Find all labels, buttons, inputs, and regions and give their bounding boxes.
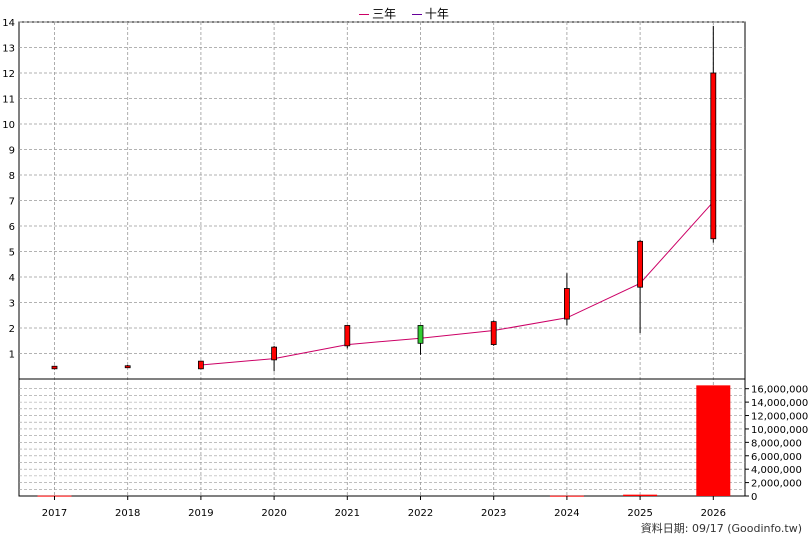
volume-tick-label: 12,000,000	[751, 412, 808, 423]
x-tick-label: 2017	[42, 508, 67, 519]
volume-tick-label: 0	[751, 492, 757, 503]
legend-swatch-10yr	[411, 14, 422, 15]
legend-item-3yr: 三年	[359, 5, 396, 22]
price-tick-label: 5	[9, 248, 15, 259]
volume-tick-label: 16,000,000	[751, 385, 808, 396]
series-line-3yr	[200, 201, 714, 366]
price-tick-label: 14	[2, 18, 15, 29]
volume-tick-label: 14,000,000	[751, 398, 808, 409]
candle-body	[490, 321, 497, 345]
price-tick-label: 8	[9, 171, 15, 182]
volume-bar	[696, 385, 731, 496]
x-tick-label: 2018	[115, 508, 140, 519]
x-tick-label: 2026	[701, 508, 726, 519]
price-tick-label: 3	[9, 299, 15, 310]
price-tick-label: 6	[9, 222, 15, 233]
price-tick-label: 12	[2, 69, 15, 80]
candle-body	[637, 240, 643, 288]
legend-swatch-3yr	[359, 14, 370, 15]
candle-body	[197, 360, 204, 370]
legend-item-10yr: 十年	[411, 5, 449, 22]
candle-body	[564, 288, 570, 320]
volume-bar	[623, 494, 658, 496]
x-tick-label: 2022	[408, 508, 433, 519]
candle-body	[417, 325, 424, 344]
price-tick-label: 11	[2, 95, 15, 106]
legend-label-10yr: 十年	[424, 7, 449, 21]
x-tick-label: 2019	[188, 508, 213, 519]
data-date-footer: 資料日期: 09/17 (Goodinfo.tw)	[640, 522, 802, 535]
price-tick-label: 4	[9, 273, 15, 284]
volume-tick-label: 10,000,000	[751, 425, 808, 436]
candle-body	[344, 325, 351, 347]
volume-tick-label: 2,000,000	[751, 479, 802, 490]
price-tick-label: 2	[9, 324, 15, 335]
price-tick-label: 9	[9, 146, 15, 157]
x-tick-label: 2023	[481, 508, 506, 519]
chart-legend: 三年 十年	[0, 5, 808, 22]
candle-body	[271, 346, 278, 361]
plot-frame	[18, 21, 746, 497]
candle-body	[710, 72, 717, 240]
price-tick-label: 7	[9, 197, 15, 208]
x-tick-label: 2020	[261, 508, 286, 519]
price-tick-label: 1	[9, 350, 15, 361]
x-tick-label: 2021	[335, 508, 360, 519]
volume-tick-label: 8,000,000	[751, 438, 802, 449]
volume-tick-label: 6,000,000	[751, 452, 802, 463]
price-tick-label: 13	[2, 44, 15, 55]
x-tick-label: 2024	[554, 508, 579, 519]
candle-body	[124, 365, 131, 369]
x-tick-label: 2025	[627, 508, 652, 519]
candle-body	[51, 365, 58, 370]
price-tick-label: 10	[2, 120, 15, 131]
volume-tick-label: 4,000,000	[751, 465, 802, 476]
legend-label-3yr: 三年	[372, 7, 397, 21]
